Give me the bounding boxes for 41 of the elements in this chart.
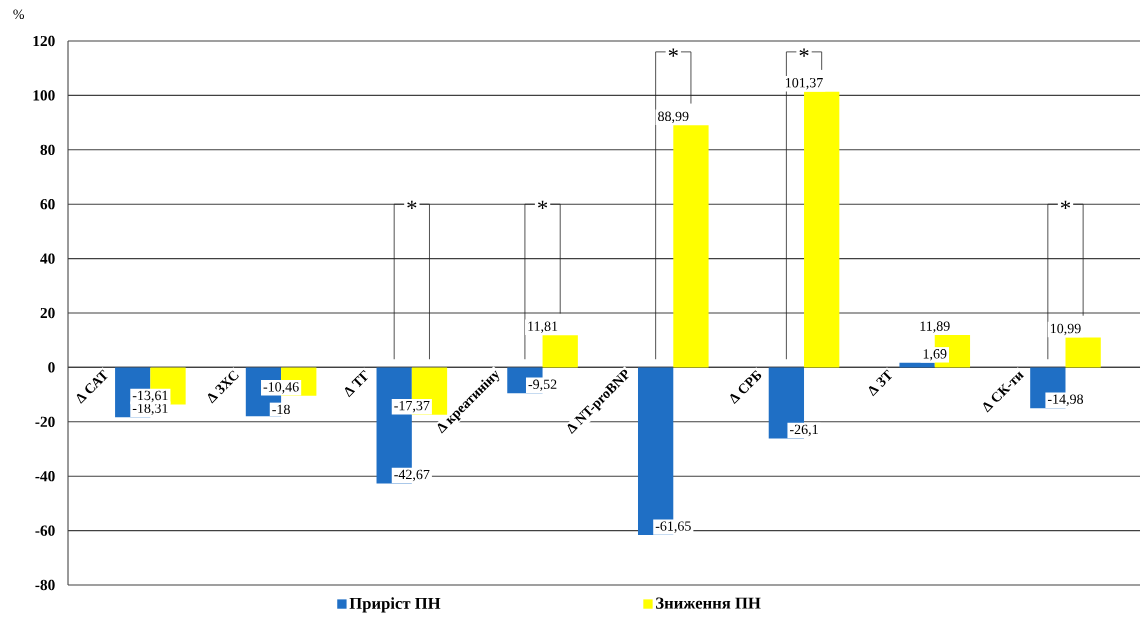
annotation: * [407,200,417,210]
data-label: -18 [272,404,290,415]
data-label: -10,46 [263,382,299,394]
data-label: 88,99 [658,111,689,124]
bar [804,91,840,368]
y-tick-label: 0 [48,362,55,373]
y-tick-label: 40 [40,253,55,264]
data-label: -9,52 [528,379,557,392]
data-label: 1,69 [923,349,947,361]
y-tick-label: 80 [40,144,55,155]
data-label: -42,67 [394,469,430,482]
y-axis-title: % [13,9,25,20]
y-tick-label: 20 [40,307,55,319]
y-tick-label: -60 [35,525,55,536]
annotation: * [538,200,548,210]
data-label: -18,31 [132,403,168,415]
data-label: -61,65 [655,521,691,533]
data-label: -17,37 [394,400,430,413]
data-label: 101,37 [786,77,823,90]
y-tick-label: 100 [33,90,55,101]
y-tick-label: -40 [35,471,55,482]
y-tick-label: -80 [35,579,55,591]
data-label: 11,81 [528,321,558,334]
annotation: * [1060,200,1071,210]
y-tick-label: -20 [35,416,55,427]
data-label: 11,89 [920,321,950,333]
data-label: 10,99 [1050,323,1081,336]
data-label: -26,1 [789,424,818,437]
y-tick-label: 60 [40,199,55,210]
legend-label: Зниження ПН [656,597,761,609]
x-tick-label: Δ ТГ [344,369,368,398]
bar [673,125,709,368]
data-label: -14,98 [1047,394,1084,406]
legend-label: Приріст ПН [349,597,441,613]
x-tick-label: Δ ЗТ [868,369,893,397]
annotation: * [799,48,809,57]
data-label: -13,61 [132,390,168,403]
bar [542,335,578,368]
annotation: * [668,48,678,57]
bar [1065,337,1101,368]
y-tick-label: 120 [33,35,55,47]
